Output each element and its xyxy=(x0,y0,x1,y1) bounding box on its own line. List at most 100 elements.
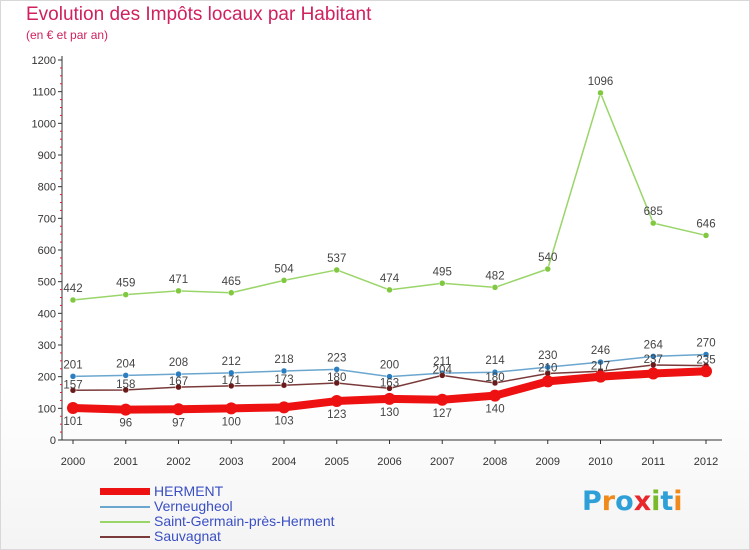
logo-letter: r xyxy=(601,486,616,517)
x-tick-label: 2006 xyxy=(377,456,401,468)
data-point xyxy=(439,372,446,379)
data-label: 171 xyxy=(222,375,241,387)
data-point xyxy=(280,367,288,375)
legend-swatch xyxy=(100,520,150,523)
y-tick-label: 400 xyxy=(38,308,56,320)
data-point xyxy=(702,232,710,239)
proxiti-logo: Proxiti xyxy=(582,486,683,517)
data-label: 127 xyxy=(433,408,452,420)
data-point xyxy=(122,386,129,394)
data-point xyxy=(491,284,499,291)
data-label: 217 xyxy=(591,360,610,372)
data-point xyxy=(228,289,235,296)
data-point xyxy=(491,368,499,376)
x-tick-label: 2004 xyxy=(272,456,296,468)
data-point xyxy=(597,358,604,366)
data-point xyxy=(228,382,235,390)
y-tick-label: 900 xyxy=(38,150,56,162)
data-label: 235 xyxy=(696,355,715,367)
x-tick-label: 2011 xyxy=(641,456,665,468)
x-tick-label: 2002 xyxy=(166,456,190,468)
x-tick-label: 2008 xyxy=(483,456,507,468)
data-point xyxy=(597,89,604,97)
data-point xyxy=(225,402,238,415)
x-tick-label: 2009 xyxy=(536,456,560,468)
y-tick-label: 600 xyxy=(38,245,56,257)
x-tick-label: 2005 xyxy=(325,456,349,468)
data-label: 223 xyxy=(327,352,346,364)
data-label: 482 xyxy=(485,270,504,282)
data-label: 208 xyxy=(169,357,188,369)
data-label: 465 xyxy=(222,276,241,288)
y-tick-label: 800 xyxy=(38,182,56,194)
y-tick-label: 0 xyxy=(50,435,56,447)
data-point xyxy=(386,385,393,392)
data-label: 201 xyxy=(63,359,82,371)
data-label: 214 xyxy=(485,355,505,367)
data-label: 97 xyxy=(172,417,185,429)
data-label: 537 xyxy=(327,253,346,265)
legend-label: Verneugheol xyxy=(154,498,233,514)
data-label: 158 xyxy=(116,379,135,391)
legend-swatch xyxy=(100,488,150,495)
logo-letter: i xyxy=(651,486,661,517)
logo-letter: x xyxy=(633,486,652,517)
data-point xyxy=(228,369,235,377)
data-label: 157 xyxy=(63,379,82,391)
data-point xyxy=(333,366,340,373)
data-point xyxy=(333,379,340,387)
data-point xyxy=(175,287,182,295)
chart-subtitle: (en € et par an) xyxy=(26,28,109,42)
data-point xyxy=(544,265,551,273)
data-point xyxy=(333,266,340,274)
legend-item: Saint-Germain-près-Herment xyxy=(100,514,335,529)
data-point xyxy=(172,403,185,416)
x-tick-label: 2007 xyxy=(430,456,454,468)
y-tick-label: 100 xyxy=(38,403,56,415)
data-label: 504 xyxy=(274,263,294,275)
data-label: 237 xyxy=(644,354,663,366)
data-point xyxy=(489,389,501,402)
data-point xyxy=(69,387,77,394)
data-label: 204 xyxy=(433,364,453,376)
data-label: 218 xyxy=(274,354,293,366)
chart-legend: HERMENT Verneugheol Saint-Germain-près-Her… xyxy=(100,484,335,544)
data-label: 163 xyxy=(380,377,399,389)
data-label: 246 xyxy=(591,345,610,357)
data-point xyxy=(386,373,393,380)
logo-letter: t xyxy=(660,486,674,517)
y-tick-label: 200 xyxy=(38,372,56,384)
y-tick-label: 500 xyxy=(38,277,56,289)
x-tick-label: 2000 xyxy=(61,456,85,468)
data-point xyxy=(280,381,288,389)
data-point xyxy=(383,392,396,405)
data-point xyxy=(702,351,710,358)
data-point xyxy=(69,373,77,380)
x-tick-label: 2001 xyxy=(114,456,138,468)
legend-swatch xyxy=(100,535,150,538)
data-label: 173 xyxy=(274,374,293,386)
data-point xyxy=(700,365,712,378)
legend-item: Sauvagnat xyxy=(100,529,335,544)
data-label: 264 xyxy=(644,339,664,351)
data-label: 180 xyxy=(485,372,504,384)
data-point xyxy=(439,280,446,287)
data-point xyxy=(175,383,182,391)
legend-label: Sauvagnat xyxy=(154,528,221,544)
data-point xyxy=(386,286,393,294)
data-point xyxy=(330,395,343,408)
data-label: 459 xyxy=(116,278,135,290)
data-label: 211 xyxy=(433,356,451,368)
series-line-saint-germain-pr-s-herment xyxy=(72,92,707,301)
legend-label: Saint-Germain-près-Herment xyxy=(154,513,335,529)
data-label: 101 xyxy=(63,416,82,428)
data-label: 230 xyxy=(538,350,557,362)
data-label: 96 xyxy=(119,418,132,430)
data-point xyxy=(69,296,77,304)
data-label: 210 xyxy=(538,363,557,375)
data-point xyxy=(491,379,499,387)
data-label: 646 xyxy=(696,218,715,230)
x-tick-label: 2012 xyxy=(694,456,718,468)
data-label: 123 xyxy=(327,409,346,421)
